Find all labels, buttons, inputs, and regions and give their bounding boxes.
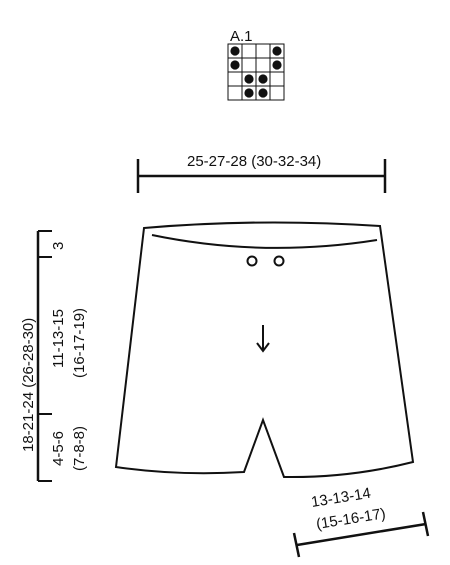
leg-width-label-2: (15-16-17): [315, 505, 387, 533]
chart-cell: [269, 85, 285, 101]
leg-length-label-1: 4-5-6: [50, 431, 67, 466]
leg-length-label-2: (7-8-8): [71, 426, 88, 471]
waistband-label: 3: [50, 242, 67, 250]
leg-width-measure: [292, 511, 430, 558]
chart-label: A.1: [230, 28, 253, 45]
chart-cell: [227, 71, 243, 87]
stitch-dot-icon: [244, 74, 254, 84]
buttonhole-left: [246, 255, 258, 267]
buttonhole-right: [273, 255, 285, 267]
stitch-dot-icon: [258, 88, 268, 98]
height-measure: [36, 230, 52, 482]
width-top-label: 25-27-28 (30-32-34): [187, 153, 321, 170]
arrow-down-icon: [256, 325, 270, 353]
stitch-dot-icon: [230, 60, 240, 70]
width-measure: [136, 159, 387, 193]
chart-a1-grid: [227, 43, 285, 101]
stitch-dot-icon: [258, 74, 268, 84]
stitch-dot-icon: [272, 46, 282, 56]
total-height-label: 18-21-24 (26-28-30): [20, 318, 37, 452]
shorts-outline: [114, 221, 415, 479]
chart-cell: [255, 43, 271, 59]
leg-width-label-1: 13-13-14: [310, 485, 372, 511]
chart-cell: [269, 71, 285, 87]
stitch-dot-icon: [244, 88, 254, 98]
body-length-label-2: (16-17-19): [71, 308, 88, 378]
body-length-label-1: 11-13-15: [50, 309, 67, 368]
stitch-dot-icon: [230, 46, 240, 56]
chart-cell: [241, 43, 257, 59]
chart-cell: [241, 57, 257, 73]
chart-cell: [227, 85, 243, 101]
stitch-dot-icon: [272, 60, 282, 70]
chart-cell: [255, 57, 271, 73]
